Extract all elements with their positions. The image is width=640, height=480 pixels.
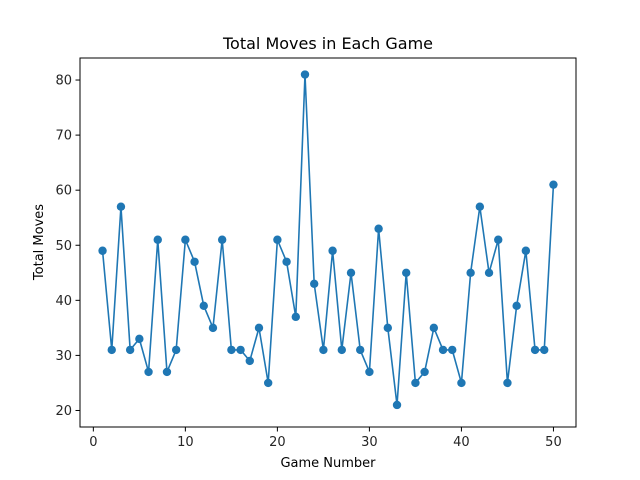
data-point	[217, 235, 227, 244]
data-point	[475, 202, 485, 211]
data-point	[135, 334, 144, 344]
x-tick-label: 50	[545, 435, 562, 450]
data-point	[337, 345, 346, 355]
y-tick-label: 40	[55, 294, 72, 309]
data-point	[484, 268, 494, 277]
data-point	[521, 246, 531, 255]
plot-frame	[79, 57, 577, 428]
data-point	[402, 268, 411, 277]
data-point	[116, 202, 126, 211]
data-point	[107, 345, 116, 355]
data-point	[392, 400, 402, 410]
data-point	[530, 345, 540, 355]
data-point	[457, 378, 466, 388]
data-point	[411, 378, 420, 388]
y-tick-label: 70	[55, 129, 72, 144]
x-tick-label: 40	[453, 435, 470, 450]
data-point	[208, 323, 218, 333]
data-point	[420, 367, 429, 377]
data-point	[125, 345, 135, 355]
data-point	[503, 378, 512, 388]
data-point	[153, 235, 162, 244]
y-tick-label: 20	[55, 404, 72, 419]
y-tick-label: 50	[55, 239, 72, 254]
plot-area	[98, 70, 558, 410]
data-point	[190, 257, 199, 266]
data-point	[273, 235, 282, 244]
data-point	[227, 345, 236, 355]
data-point	[171, 345, 181, 355]
x-tick-label: 30	[361, 435, 378, 450]
data-point	[282, 257, 291, 266]
y-tick-label: 60	[55, 184, 72, 199]
data-point	[263, 378, 273, 388]
x-axis-label: Game Number	[280, 456, 376, 471]
data-point	[254, 323, 264, 333]
x-tick-label: 20	[269, 435, 286, 450]
data-point	[98, 246, 107, 255]
data-point	[291, 312, 300, 322]
data-point	[162, 367, 172, 377]
data-point	[429, 323, 439, 333]
series-line	[101, 73, 555, 406]
x-tick-label: 0	[89, 435, 97, 450]
data-point	[365, 367, 374, 377]
data-point	[540, 345, 549, 355]
data-point	[181, 235, 190, 244]
data-point	[300, 70, 310, 79]
data-point	[356, 345, 365, 355]
data-point	[374, 224, 383, 233]
x-axis: 0 10 20 30 40 50	[89, 427, 562, 450]
data-point	[236, 345, 245, 355]
y-axis-label: Total Moves	[32, 204, 47, 281]
data-point	[144, 367, 153, 377]
y-axis: 20 30 40 50 60 70 80	[55, 74, 80, 419]
data-point	[199, 301, 208, 311]
x-tick-label: 10	[177, 435, 194, 450]
y-tick-label: 80	[55, 74, 72, 89]
y-tick-label: 30	[55, 349, 72, 364]
data-point	[494, 235, 503, 244]
data-point	[438, 345, 448, 355]
data-point	[310, 279, 319, 289]
data-point	[245, 356, 254, 366]
data-point	[549, 180, 558, 189]
data-point	[466, 268, 475, 277]
chart-title: Total Moves in Each Game	[222, 34, 433, 53]
data-point	[319, 345, 328, 355]
data-point	[448, 345, 457, 355]
data-point	[383, 323, 393, 333]
data-point	[512, 301, 521, 311]
data-point	[328, 246, 337, 255]
data-point	[346, 268, 356, 277]
